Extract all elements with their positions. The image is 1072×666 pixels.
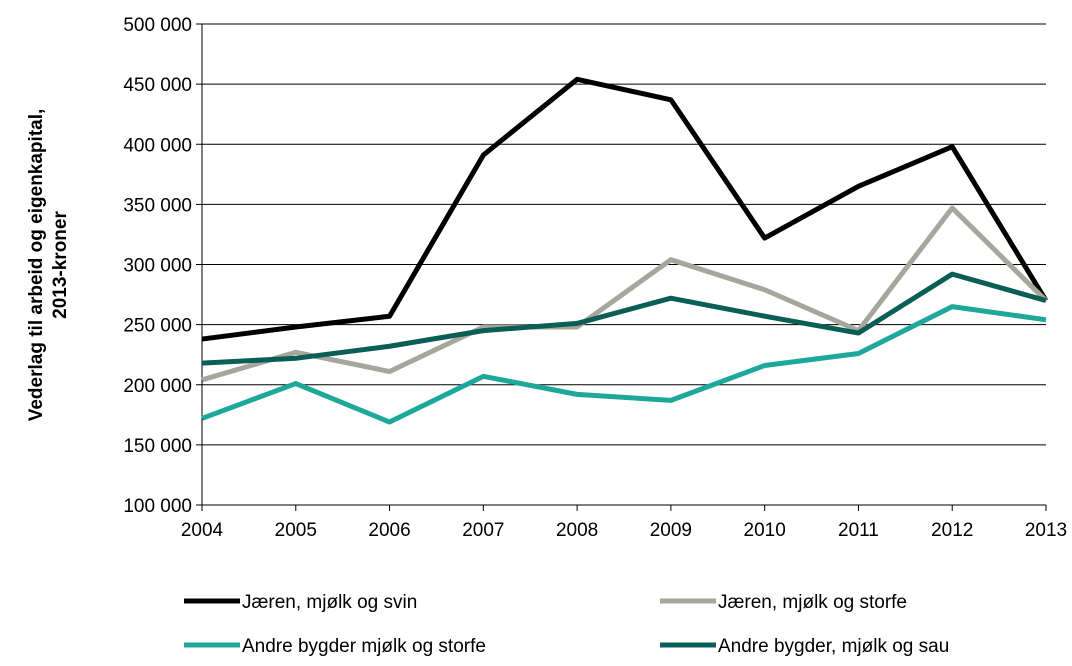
x-tick-label: 2004 <box>181 520 224 541</box>
y-tick-label: 450 000 <box>123 75 192 96</box>
y-tick-label: 200 000 <box>123 376 192 397</box>
x-tick-label: 2008 <box>556 520 598 541</box>
x-tick-label: 2010 <box>744 520 786 541</box>
y-tick-label: 500 000 <box>123 15 192 36</box>
y-tick-label: 350 000 <box>123 195 192 216</box>
x-tick-label: 2011 <box>838 520 879 541</box>
y-tick-label: 150 000 <box>123 436 192 457</box>
x-tick-label: 2009 <box>650 520 692 541</box>
series-line <box>201 271 1047 366</box>
y-tick-label: 100 000 <box>123 496 192 517</box>
series-line <box>201 205 1048 383</box>
legend-label: Andre bygder mjølk og storfe <box>242 636 486 657</box>
y-axis-label: 2013-kroner <box>50 211 71 319</box>
legend-label: Andre bygder, mjølk og sau <box>718 636 949 657</box>
x-tick-label: 2005 <box>275 520 317 541</box>
x-tick-label: 2013 <box>1025 520 1067 541</box>
series-line <box>201 76 1049 342</box>
y-tick-label: 250 000 <box>123 316 192 337</box>
legend-label: Jæren, mjølk og svin <box>242 592 417 613</box>
series-line <box>201 304 1047 425</box>
y-axis-label: Vederlag til arbeid og eigenkapital, <box>26 109 47 422</box>
x-tick-label: 2006 <box>368 520 410 541</box>
x-tick-label: 2012 <box>931 520 973 541</box>
y-tick-label: 400 000 <box>123 135 192 156</box>
legend-label: Jæren, mjølk og storfe <box>718 592 907 613</box>
y-tick-label: 300 000 <box>123 256 192 277</box>
x-tick-label: 2007 <box>462 520 504 541</box>
